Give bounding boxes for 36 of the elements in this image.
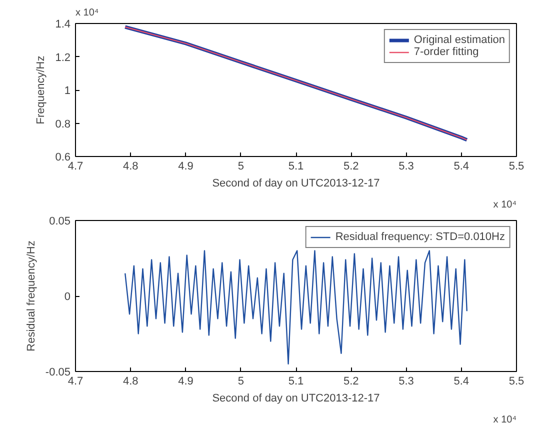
x-tick-label: 5.1 [288, 376, 304, 388]
x-tick-label: 5 [238, 376, 244, 388]
x-tick-label: 5.2 [343, 376, 359, 388]
x-axis-title: Second of day on UTC2013-12-17 [212, 178, 380, 190]
y-tick-label: -0.05 [45, 366, 71, 378]
text: x 10⁴ [493, 414, 517, 426]
x-tick-label: 4.8 [122, 160, 138, 172]
x-tick-label: 5.1 [288, 160, 304, 172]
y-tick-label: 0.05 [49, 216, 71, 228]
x-tick-label: 5.2 [343, 160, 359, 172]
x-tick-label: 5 [238, 160, 244, 172]
x-tick-label: 4.7 [68, 376, 84, 388]
x-tick-label: 4.9 [178, 160, 194, 172]
x-tick-label: 5.5 [508, 160, 524, 172]
y-tick-label: 0.6 [55, 152, 71, 164]
legend-label: Residual frequency: STD=0.010Hz [335, 231, 505, 243]
x-tick-label: 5.4 [454, 376, 470, 388]
text: x 10⁴ [76, 8, 99, 18]
y-tick-label: 0 [64, 291, 71, 303]
text: x 10⁴ [493, 200, 517, 210]
x-tick-label: 5.4 [454, 160, 470, 172]
x-axis-title: Second of day on UTC2013-12-17 [212, 392, 380, 404]
x-tick-label: 5.5 [508, 376, 524, 388]
x-tick-label: 5.3 [398, 160, 414, 172]
legend-label: 7-order fitting [414, 46, 479, 58]
y-tick-label: 1.2 [55, 52, 71, 64]
x-tick-label: 4.7 [68, 160, 84, 172]
x-tick-label: 4.8 [122, 376, 138, 388]
y-tick-label: 1 [64, 85, 71, 97]
y-tick-label: 1.4 [55, 18, 71, 30]
y-axis-title: Frequency/Hz [35, 56, 48, 124]
x-tick-label: 5.3 [398, 376, 414, 388]
y-axis-title: Residual frequency/Hz [25, 240, 38, 352]
x-tick-label: 4.9 [178, 376, 194, 388]
y-tick-label: 0.8 [55, 118, 71, 130]
legend-label: Original estimation [414, 34, 505, 46]
